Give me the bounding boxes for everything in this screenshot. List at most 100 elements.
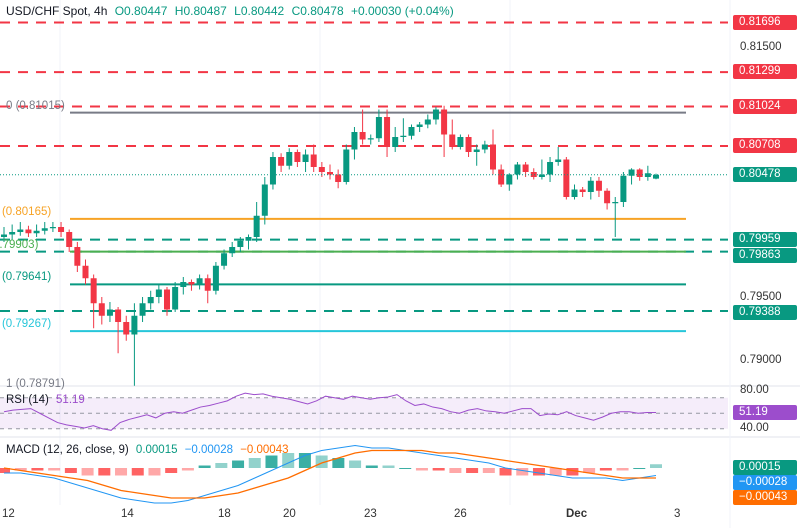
- candle-up: [424, 119, 431, 125]
- x-axis-label: Dec: [566, 508, 588, 520]
- candle-up: [155, 289, 162, 297]
- macd-histogram-bar: [349, 460, 362, 468]
- candle-down: [498, 169, 505, 185]
- macd-histogram-bar: [382, 465, 395, 468]
- macd-hist-value: 0.00015: [135, 444, 178, 456]
- candle-up: [538, 174, 545, 177]
- macd-histogram-bar: [248, 458, 261, 468]
- candle-up: [245, 237, 252, 241]
- candle-down: [327, 172, 333, 175]
- candle-up: [41, 228, 48, 231]
- candle-up: [408, 127, 415, 136]
- candle-up: [17, 229, 24, 232]
- candle-down: [465, 137, 472, 152]
- candle-up: [180, 282, 187, 287]
- macd-histogram-bar: [265, 455, 278, 468]
- candle-up: [653, 174, 659, 179]
- candle-up: [416, 124, 423, 127]
- candle-up: [481, 144, 488, 150]
- candle-up: [351, 132, 358, 150]
- rsi-legend: RSI (14) 51.19: [6, 394, 85, 406]
- macd-histogram-bar: [48, 468, 61, 471]
- level-badge: 0.81696: [733, 14, 797, 30]
- candle-down: [449, 134, 456, 147]
- macd-hist-badge: 0.00015: [733, 460, 797, 475]
- candle-down: [636, 169, 643, 177]
- candle-up: [212, 265, 219, 291]
- candle-down: [530, 172, 537, 177]
- macd-histogram-bar: [131, 468, 144, 476]
- macd-signal-value: −0.00043: [240, 444, 289, 456]
- level-badge: 0.79388: [733, 305, 797, 320]
- rsi-line: [3, 392, 656, 431]
- candle-up: [506, 174, 513, 185]
- macd-line: [4, 444, 657, 504]
- candle-down: [294, 152, 301, 162]
- candle-down: [123, 322, 130, 335]
- macd-histogram-bar: [64, 468, 77, 473]
- macd-histogram-bar: [81, 468, 94, 476]
- x-axis-label: 20: [283, 508, 296, 520]
- macd-title: MACD (12, 26, close, 9): [6, 444, 129, 456]
- macd-histogram-bar: [181, 468, 194, 471]
- fib-label: 0 (0.81015): [6, 99, 65, 112]
- candle-up: [555, 159, 562, 162]
- candle-down: [359, 132, 366, 140]
- rsi-value: 51.19: [56, 394, 85, 406]
- candle-up: [571, 189, 578, 197]
- candle-up: [400, 135, 407, 137]
- macd-histogram-bar: [198, 465, 211, 468]
- change-value: +0.00030 (+0.04%): [350, 4, 454, 18]
- x-axis-label: 18: [218, 508, 231, 520]
- candle-up: [33, 230, 40, 234]
- macd-histogram-bar: [499, 468, 512, 476]
- macd-legend: MACD (12, 26, close, 9) 0.00015 −0.00028…: [6, 444, 289, 456]
- candle-up: [253, 215, 260, 237]
- fib-label: 1 (0.78791): [6, 377, 65, 390]
- candle-down: [278, 157, 285, 166]
- fib-label: 0.786 (0.79267): [0, 318, 52, 331]
- candle-down: [74, 247, 81, 266]
- candle-up: [9, 232, 16, 235]
- candle-down: [188, 282, 195, 285]
- macd-histogram-bar: [0, 468, 10, 473]
- candle-up: [196, 278, 203, 285]
- level-badge: 0.79863: [733, 247, 797, 263]
- candle-down: [82, 265, 89, 279]
- macd-histogram-bar: [599, 468, 612, 471]
- signal-line: [3, 449, 656, 499]
- macd-histogram-bar: [466, 468, 479, 473]
- level-badge: 0.80708: [733, 138, 797, 153]
- candle-down: [384, 117, 391, 147]
- candle-up: [49, 227, 56, 229]
- candle-down: [335, 174, 342, 182]
- fib-label: 0.382 (0.80165): [0, 205, 52, 218]
- macd-histogram-bar: [449, 468, 462, 473]
- x-axis-label: 12: [2, 508, 15, 520]
- x-axis-label: 26: [454, 508, 467, 520]
- current-price-badge: 0.80478: [733, 166, 797, 182]
- candle-down: [318, 167, 325, 172]
- fib-label: 0.5 (0.79903): [0, 238, 39, 251]
- macd-histogram-bar: [566, 468, 579, 476]
- rsi-title: RSI (14): [6, 394, 49, 406]
- candle-up: [432, 109, 439, 120]
- candle-up: [131, 315, 138, 335]
- level-badge: 0.81024: [733, 98, 797, 114]
- rsi-axis-label: 40.00: [740, 422, 769, 434]
- candle-up: [106, 309, 113, 316]
- macd-signal-badge: −0.00043: [733, 490, 797, 505]
- candle-down: [115, 309, 122, 322]
- low-value: L0.80442: [234, 4, 285, 18]
- candle-up: [514, 164, 521, 175]
- candle-up: [612, 202, 619, 204]
- macd-histogram-bar: [148, 468, 161, 476]
- macd-histogram-bar: [516, 468, 529, 476]
- candle-up: [343, 149, 350, 182]
- symbol-legend: USD/CHF Spot, 4h O0.80447 H0.80487 L0.80…: [6, 4, 454, 18]
- macd-histogram-bar: [365, 465, 378, 468]
- macd-histogram-bar: [215, 463, 228, 468]
- candle-down: [310, 154, 317, 167]
- candle-down: [579, 189, 586, 192]
